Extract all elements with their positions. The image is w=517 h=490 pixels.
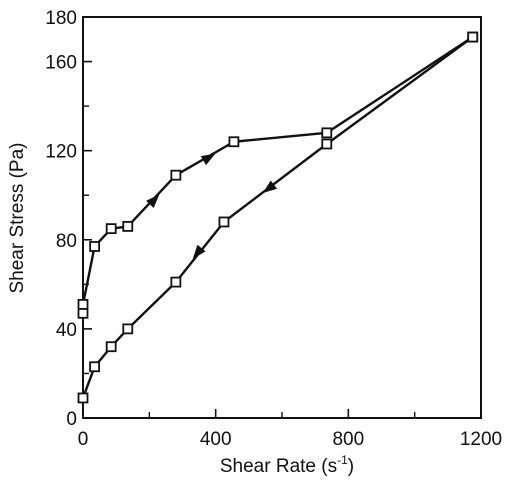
y-tick-label: 80 <box>56 231 77 252</box>
y-tick-label: 180 <box>45 8 77 29</box>
data-point-marker <box>467 31 479 43</box>
x-tick-label: 1200 <box>460 429 502 450</box>
x-tick-label: 400 <box>200 429 232 450</box>
series-layer <box>77 31 479 404</box>
data-point-marker <box>77 307 89 319</box>
data-point-marker <box>122 221 134 232</box>
direction-arrow <box>192 244 206 259</box>
direction-arrow <box>200 153 216 166</box>
data-point-marker <box>105 223 117 235</box>
series-line-2 <box>81 36 474 399</box>
axes-frame <box>82 16 482 419</box>
y-tick-label: 120 <box>45 142 77 163</box>
x-axis-label-exponent: -1 <box>337 453 348 467</box>
plot-frame <box>82 16 482 419</box>
y-axis-ticks: 0 40 80 120 160 180 <box>45 8 92 430</box>
data-point-marker <box>228 136 240 148</box>
x-axis-label-main: Shear Rate (s <box>220 456 337 477</box>
y-tick-label: 160 <box>45 53 77 74</box>
data-point-marker <box>170 169 182 181</box>
direction-arrow <box>262 180 278 194</box>
data-point-marker <box>170 276 182 288</box>
data-point-marker <box>218 216 230 228</box>
data-point-marker <box>321 138 333 150</box>
x-axis-label-close: ) <box>348 456 354 477</box>
data-point-marker <box>105 341 117 353</box>
data-point-marker <box>77 392 89 404</box>
x-tick-label: 0 <box>78 429 89 450</box>
data-point-marker <box>122 323 134 335</box>
y-tick-label: 0 <box>66 409 77 430</box>
x-axis-label: Shear Rate (s-1) <box>220 453 354 477</box>
x-tick-label: 800 <box>332 429 364 450</box>
data-point-marker <box>89 241 101 252</box>
data-point-marker <box>321 127 333 139</box>
y-axis-label: Shear Stress (Pa) <box>7 143 28 294</box>
data-point-marker <box>89 361 101 373</box>
x-axis-ticks: 0 400 800 1200 <box>78 409 502 450</box>
y-tick-label: 40 <box>56 320 77 341</box>
data-point-marker <box>77 298 89 310</box>
direction-arrow <box>146 194 160 208</box>
